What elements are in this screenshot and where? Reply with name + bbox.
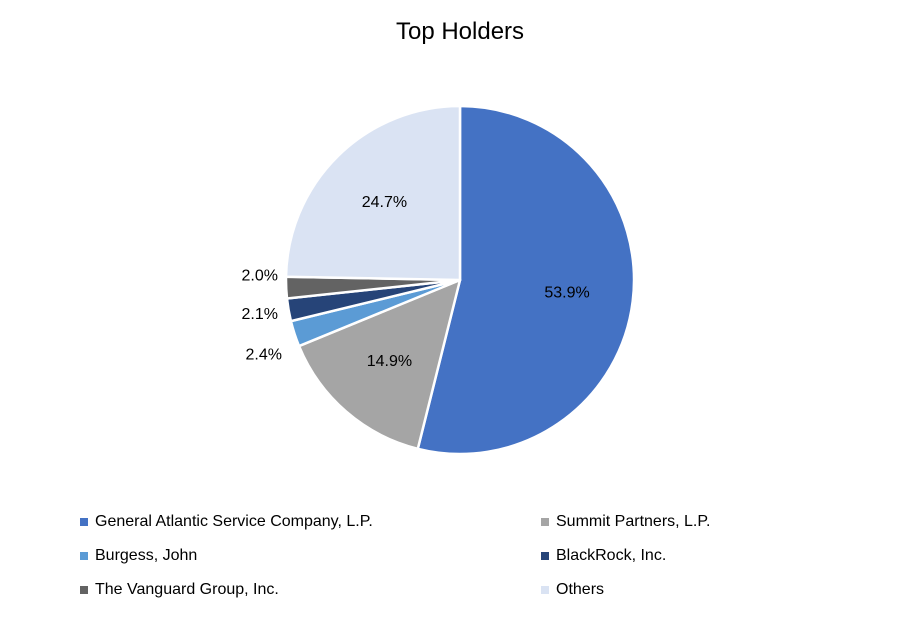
pie-data-labels: 53.9% 14.9% 2.4% 2.1% 2.0% 24.7%: [242, 194, 590, 370]
data-label-summit-partners-l-p: 14.9%: [367, 353, 412, 370]
chart-title: Top Holders: [395, 18, 525, 45]
pie-slices: [284, 104, 636, 456]
data-label-general-atlantic-service-company-l-p: 53.9%: [544, 284, 589, 301]
data-label-the-vanguard-group-inc: 2.0%: [242, 268, 278, 285]
data-label-others: 24.7%: [362, 194, 407, 211]
data-label-blackrock-inc: 2.1%: [242, 306, 278, 323]
pie-slice-summit-partners-l-p: [297, 278, 462, 451]
pie-slice-others: [284, 104, 462, 282]
data-label-burgess-john: 2.4%: [246, 346, 282, 363]
pie-slice-general-atlantic-service-company-l-p: [416, 104, 636, 456]
